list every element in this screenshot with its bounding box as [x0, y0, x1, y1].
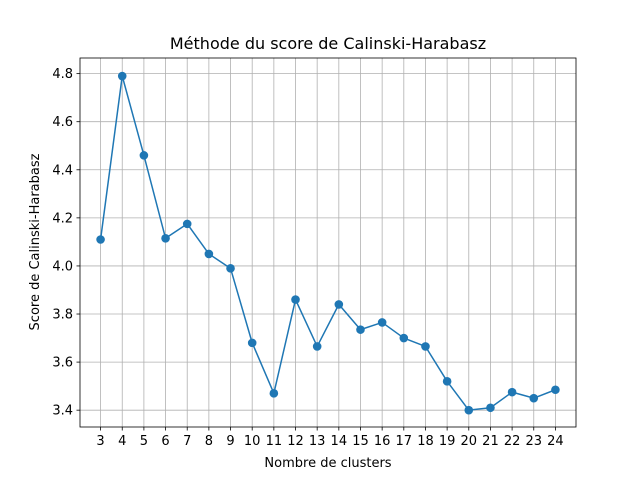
x-tick-label: 14 [331, 434, 348, 449]
x-tick-label: 12 [287, 434, 304, 449]
x-tick-label: 22 [504, 434, 521, 449]
y-tick-label: 4.2 [52, 211, 73, 226]
data-point [182, 219, 192, 229]
data-point [421, 342, 430, 351]
x-tick-label: 3 [96, 434, 104, 449]
data-point [377, 318, 387, 327]
data-point [356, 325, 365, 334]
y-tick-labels: 3.4 3.6 3.8 4.0 4.2 4.4 4.6 4.8 [52, 67, 73, 419]
data-point [507, 387, 517, 397]
data-point [226, 264, 235, 273]
y-tick-label: 3.8 [52, 308, 73, 323]
data-point [247, 338, 257, 348]
x-tick-label: 24 [547, 434, 564, 449]
x-tick-label: 6 [161, 434, 169, 449]
x-tick-label: 5 [140, 434, 148, 449]
x-tick-label: 16 [374, 434, 391, 449]
data-point [334, 300, 344, 309]
x-tick-label: 4 [118, 434, 126, 449]
y-tick-label: 4.8 [52, 67, 73, 82]
data-point [291, 295, 300, 304]
data-point [161, 233, 170, 243]
y-axis-label: Score de Calinski-Harabasz [28, 153, 43, 330]
x-tick-label: 7 [183, 434, 191, 449]
y-tick-label: 4.0 [52, 259, 73, 274]
data-point [96, 235, 105, 244]
series-line [99, 75, 556, 411]
data-point [312, 342, 322, 351]
x-tick-label: 20 [461, 434, 478, 449]
data-point [442, 377, 452, 386]
data-point [464, 405, 474, 415]
x-tick-label: 19 [439, 434, 456, 449]
x-tick-labels: 3 4 5 6 7 8 9 10 11 12 13 14 15 16 17 18 19 20 21 22 23 24 [96, 434, 563, 449]
data-point [529, 393, 539, 403]
data-point [269, 389, 279, 398]
x-tick-label: 11 [266, 434, 283, 449]
y-tick-label: 4.4 [52, 163, 73, 178]
data-point [117, 71, 127, 81]
x-tick-label: 18 [417, 434, 434, 449]
data-point [399, 333, 409, 343]
x-tick-label: 8 [205, 434, 213, 449]
x-tick-label: 23 [525, 434, 542, 449]
x-tick-label: 13 [309, 434, 326, 449]
y-tick-label: 3.4 [52, 404, 73, 419]
x-tick-label: 17 [396, 434, 413, 449]
chart-title: Méthode du score de Calinski-Harabasz [170, 34, 486, 53]
data-point [486, 403, 495, 413]
y-tick-label: 3.6 [52, 356, 73, 371]
x-tick-label: 9 [226, 434, 234, 449]
data-point [139, 151, 149, 160]
grid-lines [80, 58, 576, 427]
data-point [551, 385, 560, 395]
axis-ticks [76, 73, 556, 431]
x-axis-label: Nombre de clusters [264, 456, 391, 471]
x-tick-label: 10 [244, 434, 261, 449]
x-tick-label: 15 [352, 434, 369, 449]
plot-frame [79, 57, 577, 428]
x-tick-label: 21 [482, 434, 499, 449]
data-point [204, 249, 214, 259]
series [96, 71, 560, 415]
y-tick-label: 4.6 [52, 115, 73, 130]
